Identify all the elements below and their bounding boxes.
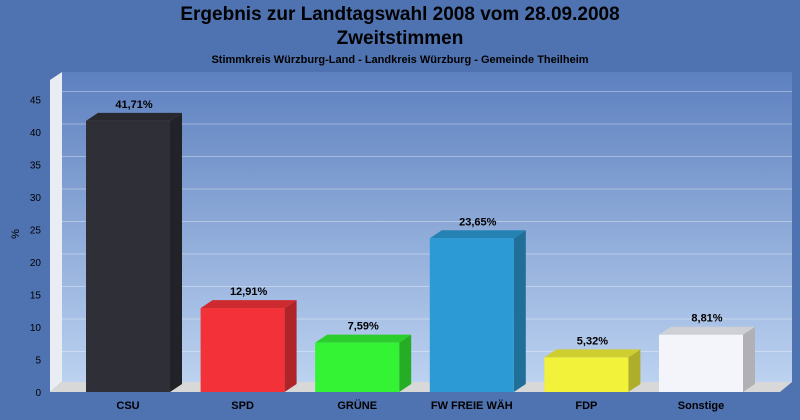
x-tick-label: GRÜNE (337, 399, 377, 412)
bar-side (399, 334, 412, 392)
x-tick-label: CSU (116, 400, 139, 412)
y-tick-label: 20 (30, 258, 42, 269)
x-tick-label: SPD (231, 400, 254, 412)
y-tick-label: 45 (30, 96, 42, 107)
bar (659, 334, 743, 392)
bar-top (544, 349, 641, 358)
data-label: 8,81% (691, 313, 722, 325)
bar-side (628, 349, 641, 392)
bar-top (659, 326, 755, 335)
x-tick-label: FW FREIE WÄH (431, 399, 513, 412)
y-axis-label: % (10, 229, 22, 239)
y-tick-label: 15 (30, 291, 42, 302)
bar-top (429, 230, 526, 239)
bar-side (743, 326, 755, 392)
chart-title: Ergebnis zur Landtagswahl 2008 vom 28.09… (180, 4, 620, 25)
bar (544, 357, 629, 392)
y-tick-label: 5 (35, 356, 41, 367)
y-tick-label: 25 (30, 226, 42, 237)
data-label: 23,65% (459, 216, 497, 228)
bar-top (86, 112, 182, 121)
data-label: 7,59% (348, 321, 379, 333)
chart-subtitle: Stimmkreis Würzburg-Land - Landkreis Wür… (211, 54, 589, 66)
x-tick-label: FDP (575, 400, 597, 412)
data-label: 41,71% (115, 99, 153, 111)
y-tick-label: 30 (30, 193, 42, 204)
bar (86, 120, 170, 392)
bar (315, 342, 400, 392)
bar-side (170, 112, 182, 392)
y-tick-label: 10 (30, 323, 42, 334)
bar (200, 308, 285, 392)
bar-top (200, 300, 297, 309)
y-tick-label: 35 (30, 161, 42, 172)
bar (429, 238, 514, 392)
y-tick-label: 0 (35, 388, 41, 399)
bar-side (284, 300, 297, 392)
data-label: 12,91% (230, 286, 268, 298)
bar-side (513, 230, 526, 392)
chart-title-2: Zweitstimmen (336, 28, 464, 49)
y-tick-label: 40 (30, 128, 42, 139)
plot-side-wall (50, 72, 62, 392)
bar-top (315, 334, 412, 343)
data-label: 5,32% (577, 335, 608, 347)
x-tick-label: Sonstige (678, 400, 724, 412)
